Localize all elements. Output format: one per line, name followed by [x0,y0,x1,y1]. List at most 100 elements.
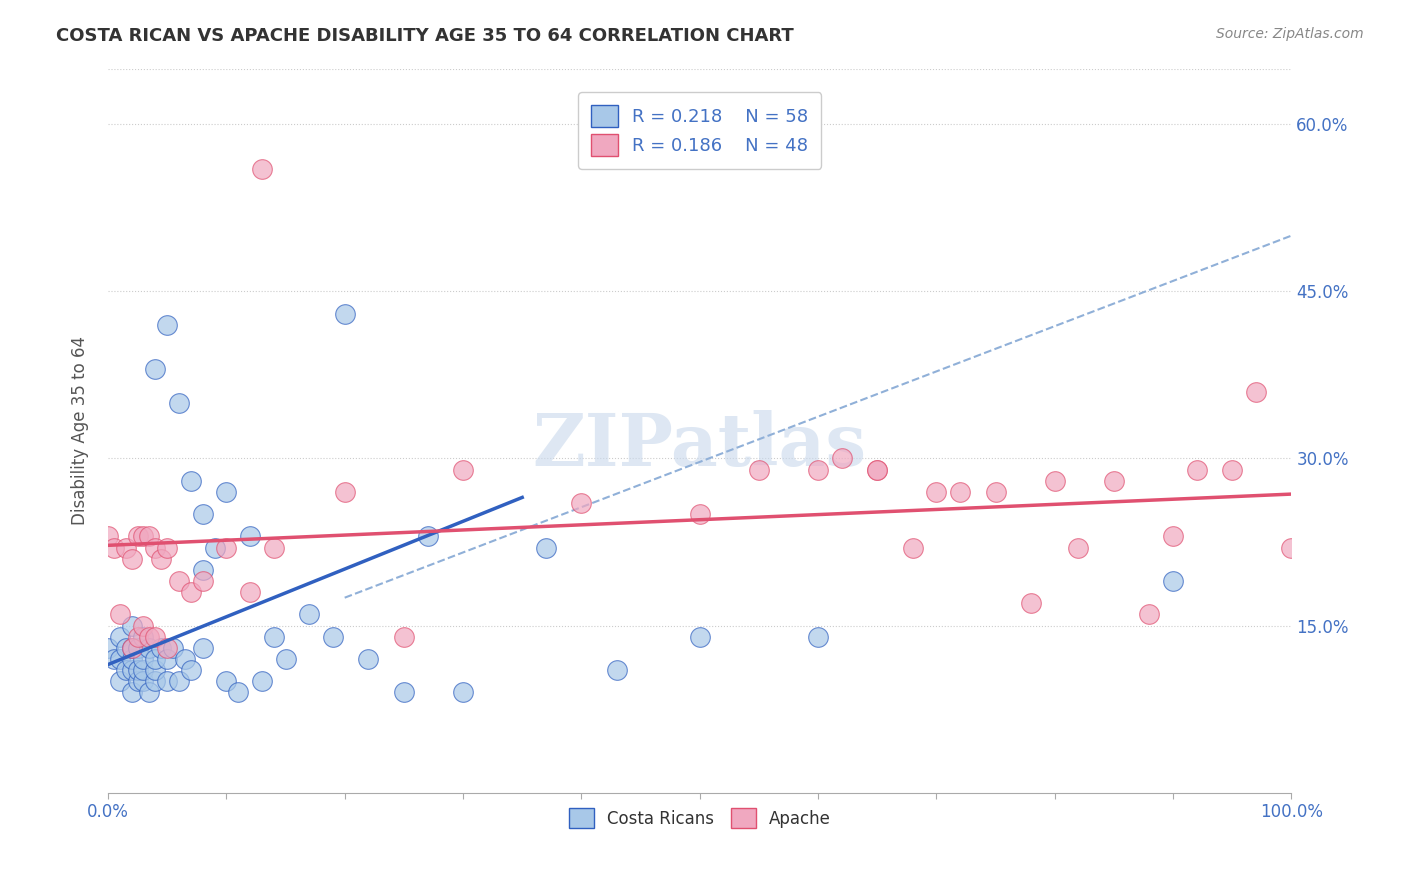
Point [866,462,889,476]
Point [108,607,131,622]
Point [156,318,179,332]
Point [143,663,166,677]
Point [167,395,190,409]
Point [138,529,160,543]
Point [357,652,380,666]
Point [127,674,149,689]
Point [392,630,415,644]
Point [1043,474,1066,488]
Point [392,685,415,699]
Point [167,574,190,588]
Point [191,574,214,588]
Point [1139,607,1161,622]
Point [831,451,853,466]
Point [150,640,173,655]
Point [108,652,131,666]
Point [263,630,285,644]
Point [807,630,830,644]
Point [984,484,1007,499]
Point [949,484,972,499]
Point [121,640,143,655]
Point [180,585,202,599]
Point [132,652,155,666]
Point [132,529,155,543]
Point [143,362,166,376]
Point [534,541,557,555]
Point [1161,529,1184,543]
Point [162,640,184,655]
Point [215,541,238,555]
Point [143,674,166,689]
Point [156,541,179,555]
Point [127,663,149,677]
Point [127,630,149,644]
Point [1185,462,1208,476]
Point [689,630,711,644]
Point [156,674,179,689]
Point [103,652,125,666]
Point [132,618,155,632]
Point [226,685,249,699]
Point [127,640,149,655]
Point [298,607,321,622]
Point [333,307,356,321]
Point [250,161,273,176]
Point [156,640,179,655]
Point [143,652,166,666]
Point [606,663,628,677]
Point [180,474,202,488]
Point [114,640,136,655]
Point [689,507,711,521]
Point [132,630,155,644]
Point [215,674,238,689]
Point [333,484,356,499]
Point [121,663,143,677]
Point [1102,474,1125,488]
Point [191,507,214,521]
Point [97,640,120,655]
Point [204,541,226,555]
Point [138,685,160,699]
Point [1067,541,1090,555]
Point [127,529,149,543]
Point [121,685,143,699]
Point [215,484,238,499]
Point [416,529,439,543]
Point [174,652,197,666]
Point [866,462,889,476]
Point [274,652,297,666]
Point [807,462,830,476]
Point [97,529,120,543]
Point [143,630,166,644]
Point [103,541,125,555]
Text: Source: ZipAtlas.com: Source: ZipAtlas.com [1216,27,1364,41]
Text: ZIPatlas: ZIPatlas [533,409,866,481]
Point [150,551,173,566]
Point [322,630,344,644]
Point [143,541,166,555]
Point [108,674,131,689]
Point [138,630,160,644]
Point [250,674,273,689]
Point [121,652,143,666]
Point [191,640,214,655]
Point [167,674,190,689]
Point [132,663,155,677]
Point [1244,384,1267,399]
Point [138,640,160,655]
Point [180,663,202,677]
Point [263,541,285,555]
Point [451,685,474,699]
Point [239,585,262,599]
Point [121,618,143,632]
Point [1281,541,1303,555]
Point [239,529,262,543]
Point [156,652,179,666]
Point [1161,574,1184,588]
Point [108,630,131,644]
Point [901,541,924,555]
Point [748,462,770,476]
Y-axis label: Disability Age 35 to 64: Disability Age 35 to 64 [72,336,89,525]
Point [114,663,136,677]
Point [114,541,136,555]
